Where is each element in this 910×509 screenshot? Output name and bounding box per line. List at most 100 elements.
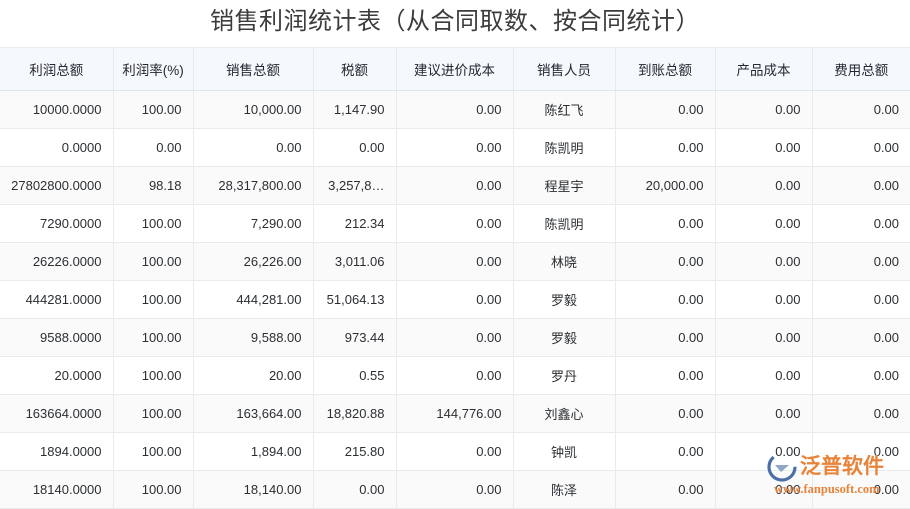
table-row[interactable]: 163664.0000 100.00 163,664.00 18,820.88 144,… — [0, 394, 910, 433]
table-cell: 51,064.13 — [313, 280, 397, 319]
column-header[interactable]: 税额 — [313, 47, 397, 91]
table-row[interactable]: 0.0000 0.00 0.00 0.00 0.00 陈凯明 0.00 0.00 0.00 — [0, 128, 910, 167]
salesperson-cell[interactable]: 程星宇 — [513, 166, 616, 205]
table-row[interactable]: 27802800.0000 98.18 28,317,800.00 3,257,8… 0… — [0, 166, 910, 205]
table-cell: 444281.0000 — [0, 280, 114, 319]
table-cell: 98.18 — [113, 166, 194, 205]
salesperson-cell[interactable]: 陈红飞 — [513, 90, 616, 129]
table-cell: 7290.0000 — [0, 204, 114, 243]
table-cell: 0.00 — [113, 128, 194, 167]
table-cell: 0.00 — [812, 394, 910, 433]
table-cell: 0.00 — [615, 432, 716, 471]
table-cell: 0.00 — [812, 356, 910, 395]
column-header[interactable]: 产品成本 — [715, 47, 813, 91]
salesperson-cell[interactable]: 陈凯明 — [513, 128, 616, 167]
table-cell: 0.00 — [715, 432, 813, 471]
table-row[interactable]: 20.0000 100.00 20.00 0.55 0.00 罗丹 0.00 0.00 0.00 — [0, 356, 910, 395]
table-cell: 100.00 — [113, 356, 194, 395]
table-body: 10000.0000 100.00 10,000.00 1,147.90 0.00 陈红飞… — [0, 90, 910, 509]
table-cell: 0.00 — [812, 280, 910, 319]
table-cell: 0.00 — [715, 394, 813, 433]
table-cell: 0.00 — [715, 356, 813, 395]
table-row[interactable]: 1894.0000 100.00 1,894.00 215.80 0.00 钟凯 0.00 0… — [0, 432, 910, 471]
table-cell: 100.00 — [113, 280, 194, 319]
salesperson-cell[interactable]: 刘鑫心 — [513, 394, 616, 433]
salesperson-cell[interactable]: 罗毅 — [513, 318, 616, 357]
table-cell: 0.00 — [396, 166, 514, 205]
table-cell: 0.00 — [715, 242, 813, 281]
table-cell: 0.00 — [812, 166, 910, 205]
table-cell: 0.00 — [396, 432, 514, 471]
table-cell: 100.00 — [113, 470, 194, 509]
salesperson-cell[interactable]: 陈凯明 — [513, 204, 616, 243]
table-cell: 0.00 — [615, 394, 716, 433]
table-cell: 0.00 — [615, 318, 716, 357]
table-cell: 0.00 — [396, 318, 514, 357]
column-header[interactable]: 费用总额 — [812, 47, 910, 91]
table-cell: 100.00 — [113, 90, 194, 129]
table-row[interactable]: 18140.0000 100.00 18,140.00 0.00 0.00 陈泽 0.00 0… — [0, 470, 910, 509]
table-cell: 10,000.00 — [193, 90, 314, 129]
table-cell: 0.00 — [193, 128, 314, 167]
table-cell: 0.00 — [313, 470, 397, 509]
table-cell: 444,281.00 — [193, 280, 314, 319]
salesperson-cell[interactable]: 罗毅 — [513, 280, 616, 319]
table-cell: 0.00 — [396, 242, 514, 281]
table-cell: 3,011.06 — [313, 242, 397, 281]
profit-statistics-table: 利润总额 利润率(%) 销售总额 税额 建议进价成本 销售人员 到账总额 产品成本 费用总额 1… — [0, 47, 910, 509]
table-cell: 100.00 — [113, 204, 194, 243]
table-cell: 0.00 — [615, 204, 716, 243]
table-cell: 26,226.00 — [193, 242, 314, 281]
table-cell: 9588.0000 — [0, 318, 114, 357]
table-cell: 0.00 — [812, 128, 910, 167]
table-cell: 212.34 — [313, 204, 397, 243]
salesperson-cell[interactable]: 林晓 — [513, 242, 616, 281]
table-header: 利润总额 利润率(%) 销售总额 税额 建议进价成本 销售人员 到账总额 产品成本 费用总额 — [0, 47, 910, 91]
table-cell: 20,000.00 — [615, 166, 716, 205]
table-cell: 18,140.00 — [193, 470, 314, 509]
table-cell: 144,776.00 — [396, 394, 514, 433]
column-header[interactable]: 销售人员 — [513, 47, 616, 91]
table-row[interactable]: 9588.0000 100.00 9,588.00 973.44 0.00 罗毅 0.00 0… — [0, 318, 910, 357]
table-cell: 0.00 — [313, 128, 397, 167]
table-cell: 0.00 — [715, 166, 813, 205]
table-cell: 0.00 — [715, 318, 813, 357]
table-row[interactable]: 26226.0000 100.00 26,226.00 3,011.06 0.00 林晓 0… — [0, 242, 910, 281]
column-header[interactable]: 利润率(%) — [113, 47, 194, 91]
table-header-row: 利润总额 利润率(%) 销售总额 税额 建议进价成本 销售人员 到账总额 产品成本 费用总额 — [0, 47, 910, 91]
salesperson-cell[interactable]: 陈泽 — [513, 470, 616, 509]
salesperson-cell[interactable]: 钟凯 — [513, 432, 616, 471]
table-cell: 7,290.00 — [193, 204, 314, 243]
column-header[interactable]: 利润总额 — [0, 47, 114, 91]
table-cell: 0.00 — [715, 204, 813, 243]
table-cell: 27802800.0000 — [0, 166, 114, 205]
table-cell: 26226.0000 — [0, 242, 114, 281]
table-cell: 163664.0000 — [0, 394, 114, 433]
table-cell: 0.00 — [396, 280, 514, 319]
table-cell: 0.00 — [812, 204, 910, 243]
table-cell: 18,820.88 — [313, 394, 397, 433]
table-cell: 1,147.90 — [313, 90, 397, 129]
table-cell: 163,664.00 — [193, 394, 314, 433]
table-cell: 0.0000 — [0, 128, 114, 167]
table-cell: 20.00 — [193, 356, 314, 395]
table-cell: 0.00 — [396, 204, 514, 243]
table-row[interactable]: 444281.0000 100.00 444,281.00 51,064.13 0.00… — [0, 280, 910, 319]
column-header[interactable]: 销售总额 — [193, 47, 314, 91]
table-cell: 0.00 — [715, 470, 813, 509]
table-cell: 0.55 — [313, 356, 397, 395]
table-cell: 28,317,800.00 — [193, 166, 314, 205]
column-header[interactable]: 到账总额 — [615, 47, 716, 91]
table-cell: 973.44 — [313, 318, 397, 357]
table-cell: 0.00 — [615, 356, 716, 395]
table-cell: 0.00 — [615, 90, 716, 129]
table-cell: 1894.0000 — [0, 432, 114, 471]
table-cell: 100.00 — [113, 432, 194, 471]
table-cell: 3,257,8… — [313, 166, 397, 205]
table-row[interactable]: 7290.0000 100.00 7,290.00 212.34 0.00 陈凯明 0.00… — [0, 204, 910, 243]
salesperson-cell[interactable]: 罗丹 — [513, 356, 616, 395]
table-row[interactable]: 10000.0000 100.00 10,000.00 1,147.90 0.00 陈红飞… — [0, 90, 910, 129]
table-cell: 0.00 — [812, 470, 910, 509]
column-header[interactable]: 建议进价成本 — [396, 47, 514, 91]
table-cell: 0.00 — [715, 280, 813, 319]
